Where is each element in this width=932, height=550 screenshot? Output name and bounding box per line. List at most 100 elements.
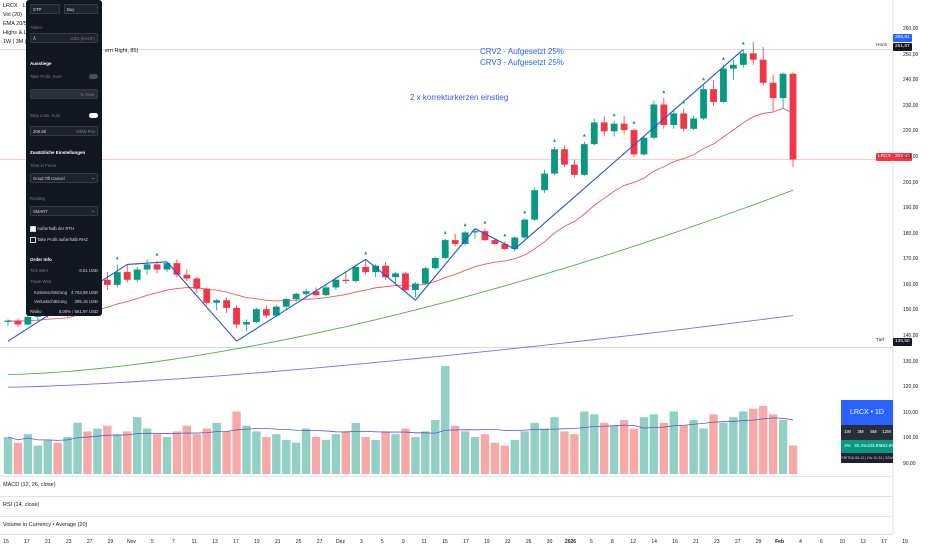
price-tick: 110,00 xyxy=(903,409,918,416)
trendline xyxy=(414,228,476,301)
shares-input[interactable]: Å USD (KAUF) xyxy=(30,33,98,43)
pane-separator[interactable] xyxy=(0,516,893,517)
order-type-value: STP xyxy=(33,6,42,12)
volume-bar xyxy=(421,431,430,474)
candle-body xyxy=(14,320,22,325)
candle-body xyxy=(421,268,429,284)
volume-bar xyxy=(282,439,291,474)
volume-bar xyxy=(202,428,211,474)
period-6m: 6M xyxy=(870,429,877,434)
volume-bar xyxy=(262,437,271,474)
tp-toggle[interactable] xyxy=(89,74,98,79)
high-marker xyxy=(483,220,487,224)
volume-bar xyxy=(560,431,569,474)
time-tick: 4 xyxy=(799,539,802,545)
time-tick: 27 xyxy=(734,539,741,545)
price-tick: 140,00 xyxy=(903,333,919,340)
volume-bar xyxy=(550,417,559,474)
price-tick: 210,00 xyxy=(903,153,919,160)
volume-bar xyxy=(431,420,440,474)
candle-body xyxy=(461,232,469,244)
price-tick: 200,00 xyxy=(903,179,919,186)
volume-bar xyxy=(609,425,619,474)
symbol-performance-widget[interactable]: LRCX • 1D 1W 3M 6M 12M 4% 30.4% 103.8% 1… xyxy=(841,400,895,482)
time-tick: 30 xyxy=(546,539,553,545)
volume-bar xyxy=(391,434,400,474)
side-select[interactable]: Buy xyxy=(64,4,98,14)
price-tick: 240,00 xyxy=(903,77,919,84)
annotation-korrektur[interactable]: 2 x korrekturkerzen einstieg xyxy=(410,93,509,102)
candle-body xyxy=(491,240,499,244)
price-tick: 90,00 xyxy=(903,461,916,467)
annotation-crv3[interactable]: CRV3 - Aufgesetzt 25% xyxy=(480,58,564,67)
candle-body xyxy=(153,264,161,270)
volume-bar xyxy=(73,422,82,474)
candle-body xyxy=(412,283,419,290)
candle-body xyxy=(620,123,628,131)
candle-body xyxy=(650,104,658,138)
period-3m: 3M xyxy=(857,429,864,434)
candle-body xyxy=(521,219,529,238)
high-marker xyxy=(155,252,159,256)
candle-body xyxy=(729,64,737,69)
cost-label: Kostenschätzung xyxy=(34,290,67,295)
time-tick: 7 xyxy=(171,539,175,545)
sl-toggle[interactable] xyxy=(89,113,98,118)
price-tick: 120,00 xyxy=(903,384,919,391)
volume-bar xyxy=(291,442,301,474)
high-marker xyxy=(612,113,616,117)
annotation-crv2[interactable]: CRV2 - Aufgesetzt 25% xyxy=(480,47,564,56)
volume-bar xyxy=(749,408,758,474)
volume-currency-label[interactable]: Volume in Currency • Average (20) xyxy=(3,522,88,528)
rth-label: Außerhalb der RTH xyxy=(37,226,75,231)
candle-body xyxy=(203,288,211,303)
volume-bar xyxy=(33,445,43,474)
high-marker xyxy=(582,133,586,137)
volume-bar xyxy=(450,425,460,474)
time-axis-separator xyxy=(0,534,893,535)
trendline xyxy=(166,261,237,342)
rsi-label[interactable]: RSI (14, close) xyxy=(3,502,40,508)
legend-vol[interactable]: Vol (20) xyxy=(3,12,22,18)
perf-3m: 30.4% xyxy=(854,443,867,448)
tp-rth-checkbox[interactable] xyxy=(30,237,36,243)
candle-body xyxy=(640,137,648,155)
volume-bar xyxy=(510,439,519,474)
legend-ema[interactable]: EMA 20/50/200 xyxy=(3,21,41,27)
time-tick: Feb xyxy=(775,539,784,545)
order-type-select[interactable]: STP xyxy=(30,4,60,14)
candle-body xyxy=(531,190,539,220)
last-symbol-tag: LRCX xyxy=(876,153,893,161)
volume-bar xyxy=(301,428,311,474)
time-tick: 27 xyxy=(86,539,93,545)
trendline xyxy=(365,258,416,301)
rth-checkbox[interactable] xyxy=(30,226,36,232)
macd-label[interactable]: MACD (12, 26, close) xyxy=(3,482,56,488)
volume-bar xyxy=(649,414,659,474)
high-marker xyxy=(682,100,686,104)
sl-input[interactable]: 206.50 NEW Pos xyxy=(30,126,98,136)
pane-separator[interactable] xyxy=(0,496,893,497)
volume-bar xyxy=(709,414,718,474)
price-tick: 260,00 xyxy=(903,26,919,32)
price-tick: 150,00 xyxy=(903,307,919,314)
volume-bar xyxy=(590,414,599,474)
candle-body xyxy=(501,243,509,250)
pane-separator[interactable] xyxy=(0,476,893,477)
tif-select[interactable]: Good Till Cancel ⌄ xyxy=(30,173,98,183)
volume-bar xyxy=(311,437,321,474)
tp-input[interactable]: % Gew. xyxy=(30,89,98,99)
volume-bar xyxy=(619,420,629,474)
volume-bar xyxy=(639,417,649,474)
time-tick: Dez xyxy=(336,539,345,545)
high-marker xyxy=(463,223,467,227)
routing-select[interactable]: SMART ⌄ xyxy=(30,206,98,216)
candle-body xyxy=(600,122,608,132)
volume-bar xyxy=(242,425,251,474)
volume-bar xyxy=(490,442,500,474)
volume-bar xyxy=(600,422,609,474)
sl-value: 206.50 xyxy=(33,128,47,134)
volume-bar xyxy=(570,434,579,474)
candle-body xyxy=(113,272,121,285)
